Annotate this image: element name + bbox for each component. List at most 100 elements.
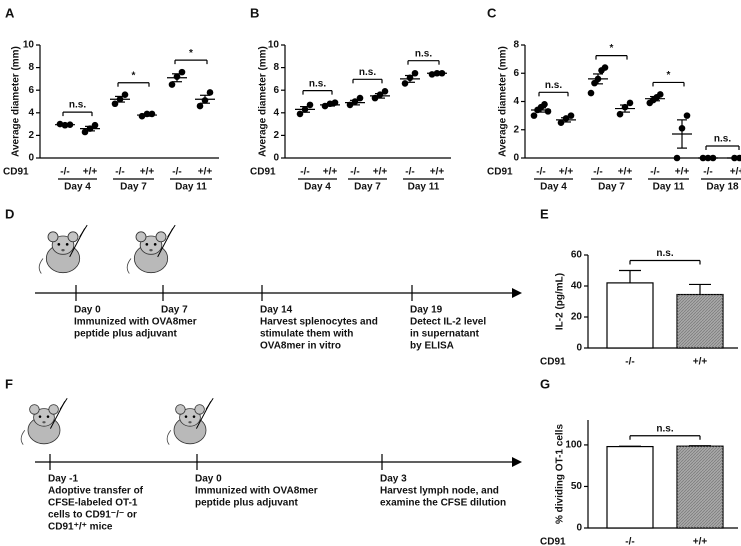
event-text: Immunized with OVA8mer (74, 317, 197, 328)
event-text: peptide plus adjuvant (74, 329, 177, 340)
y-tick-label: 0 (28, 153, 34, 164)
event-text: cells to CD91⁻/⁻ or (48, 510, 137, 521)
genotype-label: -/- (593, 167, 602, 178)
y-tick-label: 2 (513, 124, 519, 135)
bar (607, 283, 653, 348)
data-point (122, 91, 129, 98)
panel-letter: C (487, 5, 497, 20)
genotype-label: +/+ (198, 167, 213, 178)
event-text: CD91⁺/⁺ mice (48, 522, 113, 533)
data-point (684, 112, 691, 119)
genotype-label: -/- (172, 167, 181, 178)
event-text: Harvest lymph node, and (380, 486, 499, 497)
y-tick-label: 8 (28, 62, 34, 73)
genotype-label: -/- (350, 167, 359, 178)
genotype-label: -/- (536, 167, 545, 178)
data-point (402, 80, 409, 87)
group-label: Day 11 (408, 182, 440, 193)
row-label: CD91 (250, 167, 276, 178)
panel-letter: A (5, 5, 15, 20)
page: A Average diameter (mm) 0 2 4 6 8 10 CD91 -/- +/+ D… (0, 0, 741, 546)
significance-label: n.s. (309, 78, 326, 89)
mouse-icon (21, 398, 67, 444)
event-day: Day 3 (380, 474, 407, 485)
event-text: stimulate them with (260, 329, 353, 340)
event-text: Harvest splenocytes and (260, 317, 378, 328)
mouse-icon (127, 225, 175, 273)
data-point (674, 155, 681, 162)
mouse-icon (39, 225, 87, 273)
y-tick-label: 0 (576, 343, 582, 354)
genotype-label: +/+ (83, 167, 98, 178)
group-label: Day 7 (598, 182, 625, 193)
genotype-label: +/+ (373, 167, 388, 178)
group-label: Day 7 (120, 182, 147, 193)
bar (607, 447, 653, 528)
bar-hatch (677, 295, 723, 348)
data-point (307, 102, 314, 109)
event-text: examine the CFSE dilution (380, 498, 506, 509)
group-label: Day 4 (64, 182, 91, 193)
x-tick-label: -/- (625, 357, 634, 368)
event-text: peptide plus adjuvant (195, 498, 298, 509)
y-tick-label: 0 (513, 153, 519, 164)
genotype-label: -/- (405, 167, 414, 178)
y-tick-label: 40 (571, 281, 583, 292)
genotype-label: +/+ (618, 167, 633, 178)
y-tick-label: 2 (273, 130, 279, 141)
x-tick-label: -/- (625, 537, 634, 546)
event-text: OVA8mer in vitro (260, 341, 341, 352)
y-tick-label: 4 (273, 107, 279, 118)
event-text: Detect IL-2 level (410, 317, 486, 328)
significance-label: * (132, 70, 136, 81)
event-day: Day 7 (161, 305, 188, 316)
y-tick-label: 10 (268, 40, 280, 51)
timeline-arrowhead (512, 457, 522, 467)
genotype-label: +/+ (675, 167, 690, 178)
event-text: in supernatant (410, 329, 480, 340)
event-text: CFSE-labeled OT-1 (48, 498, 138, 509)
data-point (545, 108, 552, 115)
data-point (602, 64, 609, 71)
group-label: Day 7 (354, 182, 381, 193)
y-tick-label: 6 (513, 68, 519, 79)
y-tick-label: 20 (571, 312, 583, 323)
significance-label: * (667, 70, 671, 81)
y-axis-label: IL-2 (pg/mL) (555, 273, 566, 330)
group-label: Day 18 (706, 182, 739, 193)
y-axis-label: Average diameter (mm) (258, 46, 269, 157)
y-axis-label: Average diameter (mm) (11, 46, 22, 157)
genotype-label: -/- (650, 167, 659, 178)
y-tick-label: 6 (273, 85, 279, 96)
data-point (541, 101, 548, 108)
significance-label: n.s. (359, 67, 376, 78)
y-tick-label: 60 (571, 250, 583, 261)
group-label: Day 11 (653, 182, 685, 193)
y-tick-label: 6 (28, 85, 34, 96)
genotype-label: +/+ (140, 167, 155, 178)
y-axis-label: % dividing OT-1 cells (555, 424, 566, 524)
data-point (297, 111, 304, 118)
row-label: CD91 (487, 167, 513, 178)
panel-letter: D (5, 206, 14, 221)
significance-label: n.s. (656, 248, 673, 259)
timeline-arrowhead (512, 288, 522, 298)
y-tick-label: 100 (565, 440, 582, 451)
significance-label: * (189, 48, 193, 59)
y-tick-label: 50 (571, 481, 583, 492)
data-point (531, 112, 538, 119)
genotype-label: -/- (60, 167, 69, 178)
x-tick-label: +/+ (693, 357, 708, 368)
significance-label: n.s. (545, 80, 562, 91)
event-day: Day 0 (74, 305, 101, 316)
y-tick-label: 8 (513, 40, 519, 51)
event-day: Day 0 (195, 474, 222, 485)
y-tick-label: 2 (28, 130, 34, 141)
event-text: by ELISA (410, 341, 454, 352)
genotype-label: -/- (300, 167, 309, 178)
significance-label: n.s. (656, 423, 673, 434)
group-label: Day 4 (304, 182, 331, 193)
panel-letter: B (250, 5, 259, 20)
significance-label: n.s. (69, 100, 86, 111)
data-point (179, 69, 186, 76)
